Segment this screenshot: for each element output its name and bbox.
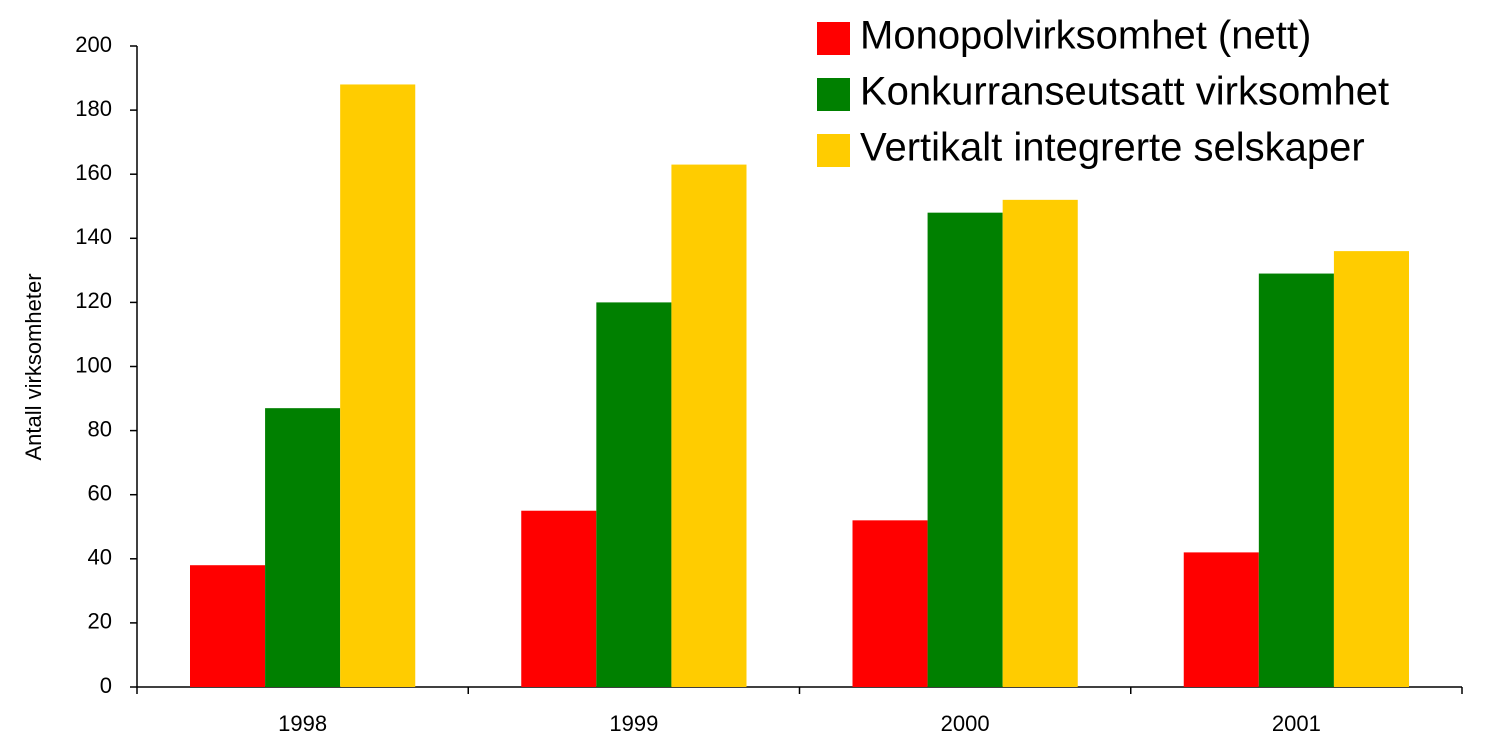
- bar: [1002, 199, 1078, 687]
- legend-label: Vertikalt integrerte selskaper: [860, 126, 1365, 170]
- bar: [190, 565, 266, 687]
- x-tick-label: 2000: [941, 711, 990, 736]
- bar: [1258, 273, 1334, 687]
- bar: [1333, 251, 1409, 687]
- y-tick-label: 200: [75, 32, 112, 57]
- bar: [596, 302, 672, 687]
- legend-swatch: [817, 134, 850, 167]
- bar: [927, 212, 1003, 687]
- bar: [852, 520, 928, 687]
- y-tick-label: 160: [75, 160, 112, 185]
- y-tick-label: 0: [100, 673, 112, 698]
- y-tick-label: 100: [75, 352, 112, 377]
- legend-swatch: [817, 78, 850, 111]
- bar: [340, 84, 416, 687]
- y-tick-label: 120: [75, 288, 112, 313]
- y-tick-label: 40: [88, 545, 112, 570]
- legend-label: Monopolvirksomhet (nett): [860, 14, 1311, 58]
- y-tick-label: 80: [88, 416, 112, 441]
- legend-swatch: [817, 22, 850, 55]
- y-axis-label: Antall virksomheter: [21, 273, 46, 460]
- y-tick-label: 60: [88, 481, 112, 506]
- y-tick-label: 140: [75, 224, 112, 249]
- x-tick-label: 1998: [278, 711, 327, 736]
- bar: [1183, 552, 1259, 687]
- y-tick-label: 180: [75, 96, 112, 121]
- x-tick-label: 1999: [609, 711, 658, 736]
- bar: [671, 164, 747, 687]
- bar: [521, 510, 597, 687]
- legend-label: Konkurranseutsatt virksomhet: [860, 70, 1389, 114]
- x-tick-label: 2001: [1272, 711, 1321, 736]
- y-tick-label: 20: [88, 609, 112, 634]
- bar: [265, 408, 341, 687]
